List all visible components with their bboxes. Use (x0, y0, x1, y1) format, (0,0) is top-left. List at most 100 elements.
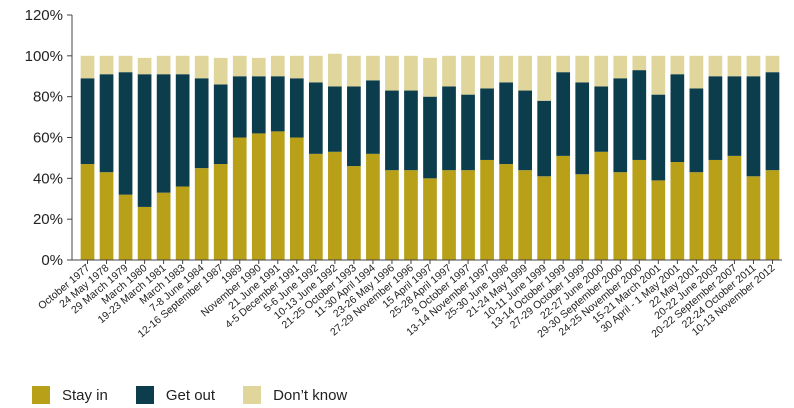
y-tick-label: 20% (33, 211, 63, 228)
bar-get-out (556, 72, 571, 156)
bar-dont-know (594, 55, 609, 87)
bar-stay-in (270, 131, 285, 261)
bar-stay-in (632, 159, 647, 260)
bar-dont-know (137, 57, 152, 75)
bar-dont-know (499, 55, 513, 83)
legend-label-dont-know: Don’t know (273, 386, 348, 404)
bar-stay-in (765, 170, 780, 260)
y-axis: 0% 20% 40% 60% 80% 100% 120% (25, 7, 73, 269)
bar-stay-in (746, 176, 761, 260)
bar-dont-know (708, 55, 723, 77)
bar-dont-know (118, 55, 133, 73)
bar-stay-in (213, 164, 228, 260)
bar-stay-in (175, 186, 190, 260)
bar-stay-in (289, 137, 304, 260)
bar-stay-in (480, 159, 494, 260)
bar-dont-know (575, 55, 590, 83)
bar-get-out (651, 94, 666, 181)
bar-stay-in (442, 170, 456, 260)
bar-get-out (308, 82, 323, 154)
bar-stay-in (651, 180, 666, 261)
bar-get-out (347, 86, 361, 167)
bar-get-out (385, 90, 399, 171)
bar-stay-in (366, 153, 380, 260)
bar-get-out (404, 90, 418, 171)
bar-dont-know (289, 55, 304, 79)
y-tick-label: 60% (33, 130, 63, 147)
bar-stay-in (308, 153, 323, 260)
bar-dont-know (156, 55, 171, 75)
legend: Stay in Get out Don’t know (32, 386, 375, 404)
bar-dont-know (746, 55, 761, 77)
bar-stay-in (575, 174, 590, 260)
bar-stay-in (80, 164, 95, 260)
bar-get-out (366, 80, 380, 154)
bar-stay-in (251, 133, 266, 260)
bar-stay-in (404, 170, 418, 260)
bar-stay-in (99, 172, 114, 260)
bar-stay-in (232, 137, 247, 260)
bar-stay-in (347, 166, 361, 260)
bar-stay-in (613, 172, 628, 260)
bar-get-out (708, 76, 723, 160)
bar-dont-know (251, 57, 266, 77)
bar-dont-know (651, 55, 666, 95)
bar-get-out (423, 96, 437, 179)
bar-dont-know (556, 55, 571, 73)
y-tick-label: 120% (25, 7, 63, 24)
bar-stay-in (518, 170, 532, 260)
bar-dont-know (328, 53, 342, 87)
bar-get-out (518, 90, 532, 171)
bar-dont-know (194, 55, 209, 79)
bar-stay-in (689, 172, 704, 260)
bar-stay-in (118, 194, 133, 260)
legend-swatch-dont-know (243, 386, 262, 404)
bar-get-out (499, 82, 513, 165)
bar-stay-in (594, 151, 609, 260)
y-tick-label: 100% (25, 48, 63, 65)
bar-dont-know (385, 55, 399, 91)
bar-stay-in (461, 170, 475, 260)
bar-get-out (175, 74, 190, 187)
legend-item-stay-in: Stay in (32, 386, 108, 404)
bar-stay-in (537, 176, 552, 260)
bar-get-out (251, 76, 266, 134)
bar-stay-in (385, 170, 399, 260)
bar-dont-know (461, 55, 475, 95)
bar-dont-know (765, 55, 780, 73)
bar-get-out (537, 100, 552, 177)
bar-get-out (480, 88, 494, 160)
bar-dont-know (689, 55, 704, 89)
bar-dont-know (99, 55, 114, 75)
bar-dont-know (727, 55, 742, 77)
bar-dont-know (613, 55, 628, 79)
legend-swatch-stay-in (32, 386, 50, 404)
bar-get-out (765, 72, 780, 171)
bar-stay-in (708, 159, 723, 260)
bar-get-out (232, 76, 247, 138)
bar-get-out (670, 74, 685, 162)
legend-item-dont-know: Don’t know (243, 386, 347, 404)
bar-dont-know (442, 55, 456, 87)
bar-stay-in (194, 168, 209, 261)
bar-get-out (594, 86, 609, 152)
bar-dont-know (423, 57, 437, 97)
y-tick-label: 40% (33, 170, 63, 187)
bar-get-out (270, 76, 285, 132)
bar-stay-in (670, 162, 685, 260)
bar-get-out (442, 86, 456, 171)
bar-dont-know (632, 55, 647, 71)
bar-dont-know (347, 55, 361, 87)
bar-dont-know (366, 55, 380, 81)
bar-dont-know (480, 55, 494, 89)
bar-stay-in (423, 178, 437, 260)
bar-get-out (632, 70, 647, 160)
bar-stay-in (727, 155, 742, 261)
bars-group (80, 53, 780, 261)
bar-get-out (137, 74, 152, 207)
bar-get-out (194, 78, 209, 169)
legend-item-get-out: Get out (135, 386, 215, 404)
bar-dont-know (670, 55, 685, 75)
